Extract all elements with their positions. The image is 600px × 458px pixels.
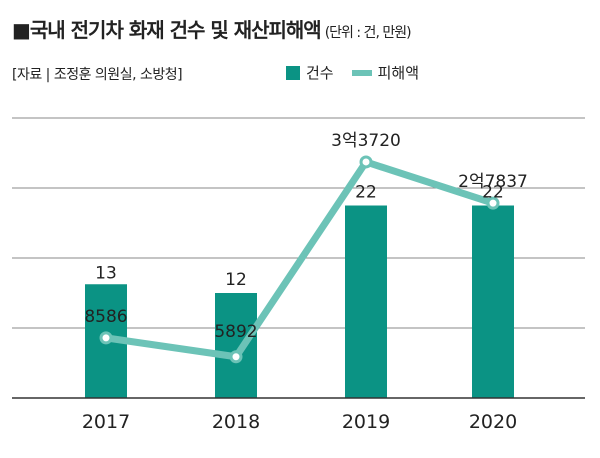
bar-value-label: 12 bbox=[225, 270, 247, 290]
legend-label-line: 피해액 bbox=[377, 64, 420, 82]
unit-text: (단위 : 건, 만원) bbox=[324, 25, 412, 41]
line-point-2018 bbox=[229, 350, 243, 364]
line-point-2019 bbox=[359, 155, 373, 169]
x-tick-label: 2020 bbox=[469, 411, 517, 433]
line-value-label: 2억7837 bbox=[458, 172, 528, 192]
line-value-label: 8586 bbox=[84, 307, 127, 327]
line-point-2020 bbox=[486, 196, 500, 210]
line-value-label: 3억3720 bbox=[331, 131, 401, 151]
legend-swatch-line bbox=[351, 69, 372, 76]
line-series-damage bbox=[102, 158, 497, 361]
bar-2020 bbox=[472, 205, 514, 398]
bar-value-label: 13 bbox=[95, 263, 117, 283]
line-point-2017 bbox=[99, 331, 113, 345]
bar-2019 bbox=[345, 205, 387, 398]
bar-2018 bbox=[215, 293, 257, 398]
bar-value-label: 22 bbox=[355, 183, 377, 203]
bar-value-label: 22 bbox=[482, 183, 504, 203]
title-text: ■국내 전기차 화재 건수 및 재산피해액 bbox=[12, 18, 322, 42]
x-tick-label: 2019 bbox=[342, 411, 390, 433]
chart-title: ■국내 전기차 화재 건수 및 재산피해액 (단위 : 건, 만원) bbox=[12, 14, 412, 43]
legend: 건수 피해액 bbox=[286, 62, 419, 83]
line-value-label: 5892 bbox=[214, 322, 257, 342]
source-text: [자료 | 조정훈 의원실, 소방청] bbox=[12, 67, 183, 83]
x-tick-label: 2018 bbox=[212, 411, 260, 433]
legend-label-bar: 건수 bbox=[306, 64, 334, 82]
x-tick-label: 2017 bbox=[82, 411, 130, 433]
legend-swatch-bar bbox=[286, 65, 300, 80]
